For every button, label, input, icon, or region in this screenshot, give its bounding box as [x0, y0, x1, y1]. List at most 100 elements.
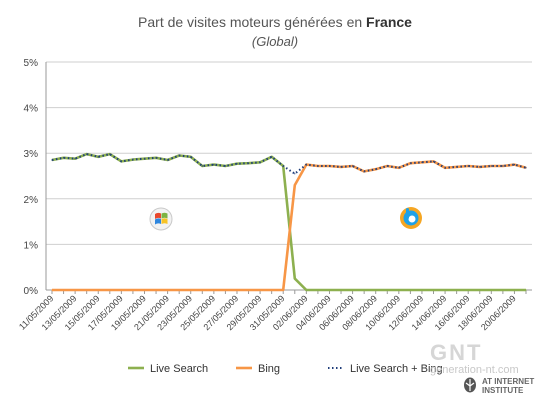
- data-point-live-search-bing: [490, 165, 492, 167]
- data-point-live-search-bing: [167, 159, 169, 161]
- legend-label: Bing: [258, 363, 280, 375]
- data-point-live-search-bing: [502, 165, 504, 167]
- data-point-live-search: [317, 289, 319, 291]
- data-point-live-search-bing: [513, 164, 516, 166]
- data-point-bing: [86, 289, 88, 291]
- legend-label: Live Search + Bing: [350, 363, 443, 375]
- data-point-live-search: [340, 289, 342, 291]
- y-tick-label: 3%: [24, 149, 39, 160]
- site-watermark: generation-nt.com: [430, 364, 519, 376]
- data-point-bing: [294, 184, 296, 186]
- data-point-live-search-bing: [178, 154, 180, 157]
- y-tick-label: 0%: [24, 286, 39, 297]
- data-point-live-search-bing: [409, 162, 411, 164]
- y-tick-label: 1%: [24, 240, 39, 251]
- data-point-bing: [97, 289, 99, 291]
- data-point-live-search-bing: [271, 156, 273, 158]
- data-point-bing: [143, 289, 146, 291]
- data-point-live-search: [444, 289, 446, 291]
- data-point-live-search: [456, 289, 458, 291]
- data-point-bing: [213, 289, 215, 291]
- data-point-live-search: [513, 289, 516, 291]
- data-point-live-search: [294, 278, 296, 280]
- data-point-live-search: [351, 289, 354, 291]
- gnt-watermark: GNT: [430, 340, 483, 365]
- data-point-live-search: [328, 289, 331, 291]
- windows-live-logo-icon: [149, 207, 173, 231]
- data-point-bing: [62, 289, 65, 291]
- data-point-live-search: [525, 289, 527, 291]
- data-point-live-search: [375, 289, 377, 291]
- data-point-live-search-bing: [363, 170, 365, 173]
- data-point-live-search: [398, 289, 400, 291]
- data-point-live-search-bing: [155, 157, 157, 159]
- series-line-live-search-bing: [51, 153, 527, 175]
- data-point-live-search: [386, 289, 388, 291]
- data-point-live-search-bing: [132, 158, 134, 161]
- data-point-live-search: [490, 289, 492, 291]
- y-tick-label: 4%: [24, 104, 39, 115]
- chart-subtitle: (Global): [251, 34, 299, 49]
- data-point-live-search: [479, 289, 481, 291]
- data-point-live-search: [421, 289, 423, 291]
- data-point-live-search-bing: [120, 160, 122, 163]
- chart-title: Part de visites moteurs générées en Fran…: [138, 14, 412, 30]
- data-point-live-search: [467, 289, 469, 291]
- data-point-bing: [109, 289, 111, 291]
- data-point-live-search-bing: [444, 167, 446, 169]
- data-point-bing: [74, 289, 76, 291]
- data-point-bing: [132, 289, 134, 291]
- data-point-live-search-bing: [247, 162, 250, 164]
- bing-logo-icon: [400, 207, 422, 229]
- data-point-bing: [190, 289, 192, 291]
- at-internet-logo-icon: [464, 377, 476, 393]
- at-internet-institute-label: AT INTERNET INSTITUTE: [482, 377, 535, 395]
- data-point-live-search-bing: [224, 165, 227, 167]
- data-point-live-search-bing: [213, 164, 215, 166]
- data-point-live-search-bing: [398, 167, 400, 169]
- data-point-live-search-bing: [386, 165, 388, 167]
- data-point-bing: [201, 289, 203, 291]
- data-point-bing: [282, 289, 284, 291]
- legend-label: Live Search: [150, 363, 208, 375]
- data-point-live-search-bing: [525, 167, 527, 169]
- data-point-bing: [120, 289, 122, 291]
- data-point-live-search-bing: [201, 165, 203, 167]
- data-point-live-search: [502, 289, 504, 291]
- chart-title-bold: France: [366, 14, 412, 30]
- data-point-bing: [247, 289, 250, 291]
- data-point-live-search-bing: [479, 166, 481, 168]
- data-point-live-search-bing: [456, 166, 458, 168]
- data-point-live-search-bing: [86, 153, 88, 155]
- data-point-bing: [259, 289, 261, 291]
- series-line-bing: [52, 160, 527, 292]
- data-point-live-search-bing: [467, 165, 469, 167]
- data-point-live-search-bing: [143, 158, 146, 160]
- y-tick-label: 5%: [24, 58, 39, 69]
- data-point-live-search-bing: [351, 165, 354, 167]
- data-point-bing: [224, 289, 227, 291]
- data-point-bing: [271, 289, 273, 291]
- data-point-live-search-bing: [282, 165, 284, 167]
- y-tick-label: 2%: [24, 195, 39, 206]
- data-point-live-search: [409, 289, 411, 291]
- data-point-live-search-bing: [328, 165, 331, 167]
- data-point-live-search-bing: [421, 161, 423, 163]
- data-point-live-search-bing: [97, 156, 99, 158]
- data-point-bing: [155, 289, 157, 291]
- data-point-live-search-bing: [294, 173, 296, 175]
- data-point-live-search-bing: [51, 159, 53, 161]
- data-point-live-search-bing: [340, 166, 342, 168]
- data-point-live-search-bing: [317, 165, 319, 167]
- data-point-live-search-bing: [432, 160, 435, 163]
- data-point-live-search-bing: [259, 161, 261, 163]
- data-point-live-search-bing: [236, 163, 238, 165]
- data-point-bing: [51, 289, 53, 291]
- series-line-live-search: [51, 152, 526, 292]
- data-point-live-search-bing: [62, 157, 65, 159]
- data-point-bing: [167, 289, 169, 291]
- data-point-live-search-bing: [305, 164, 307, 166]
- data-point-live-search-bing: [74, 158, 76, 160]
- data-point-live-search-bing: [375, 168, 377, 170]
